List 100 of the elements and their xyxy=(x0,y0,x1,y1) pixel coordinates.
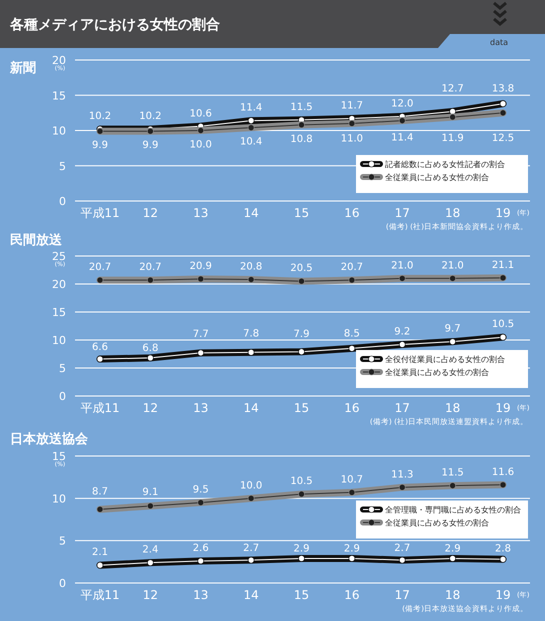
point xyxy=(348,555,356,562)
x-tick-label: 17 xyxy=(394,206,410,220)
data-label: 10.0 xyxy=(190,140,212,150)
point xyxy=(500,110,506,116)
data-label: 11.7 xyxy=(340,100,364,112)
data-label: 21.1 xyxy=(492,260,514,271)
data-label: 11.4 xyxy=(240,102,262,114)
point xyxy=(147,559,154,566)
point xyxy=(449,114,456,120)
point xyxy=(197,350,204,356)
data-label: 2.7 xyxy=(394,543,410,554)
point xyxy=(298,122,305,128)
data-label: 10.8 xyxy=(290,134,313,145)
data-label: 2.1 xyxy=(92,547,108,558)
point xyxy=(449,482,456,489)
legend-label: 全従業員に占める女性の割合 xyxy=(385,368,489,377)
point xyxy=(449,338,456,345)
data-label: 9.1 xyxy=(142,486,158,498)
point xyxy=(96,128,104,135)
point xyxy=(298,490,305,498)
point xyxy=(348,276,356,284)
x-tick-label: 15 xyxy=(294,588,310,602)
data-label: 21.0 xyxy=(391,260,414,272)
point xyxy=(398,341,406,348)
data-label: 6.8 xyxy=(142,342,158,354)
data-label: 20.9 xyxy=(190,260,212,272)
y-tick-label: 5 xyxy=(59,362,66,375)
x-tick-label: 16 xyxy=(344,401,360,415)
point xyxy=(147,354,154,362)
x-tick-label: 19 xyxy=(495,401,511,415)
data-label: 2.8 xyxy=(495,543,511,554)
data-label: 12.0 xyxy=(391,98,414,110)
legend-label: 全管理職・専門職に占める女性の割合 xyxy=(385,506,521,514)
data-label: 9.9 xyxy=(92,140,108,152)
point xyxy=(298,555,305,562)
point xyxy=(96,276,104,284)
data-label: 13.8 xyxy=(492,84,514,95)
data-label: 9.2 xyxy=(394,326,410,338)
data-label: 11.0 xyxy=(340,133,364,144)
point xyxy=(248,117,254,124)
data-label: 7.9 xyxy=(294,328,310,340)
data-label: 8.5 xyxy=(344,328,360,340)
point xyxy=(398,275,406,282)
point xyxy=(248,556,254,564)
x-tick-label: 16 xyxy=(344,206,360,220)
y-tick-label: 15 xyxy=(52,306,66,319)
data-label: 12.5 xyxy=(492,132,514,144)
x-tick-label: 12 xyxy=(142,206,158,220)
y-tick-label: 10 xyxy=(52,124,66,138)
point xyxy=(197,499,204,506)
data-label: 2.9 xyxy=(294,543,310,554)
data-label: 12.7 xyxy=(441,83,464,94)
x-tick-label: 15 xyxy=(294,206,310,220)
data-label: 6.6 xyxy=(92,342,108,354)
y-tick-label: 20 xyxy=(52,278,66,291)
y-tick-label: 20 xyxy=(52,54,66,67)
data-label: 10.2 xyxy=(139,111,162,122)
x-tick-label: 平成11 xyxy=(80,206,120,220)
point xyxy=(96,356,104,362)
point xyxy=(449,275,456,282)
data-label: 10.7 xyxy=(340,474,364,486)
x-tick-label: 17 xyxy=(394,588,410,602)
point xyxy=(248,349,254,356)
data-label: 10.2 xyxy=(88,111,112,122)
point xyxy=(248,276,254,283)
data-label: 20.5 xyxy=(290,263,313,274)
data-label: 8.7 xyxy=(92,486,108,498)
point xyxy=(500,481,506,488)
y-tick-label: 15 xyxy=(52,89,66,102)
data-label: 2.4 xyxy=(142,544,158,556)
data-label: 10.0 xyxy=(240,480,262,492)
point xyxy=(96,562,104,569)
text: data xyxy=(490,38,508,47)
point xyxy=(197,558,204,564)
x-tick-label: 13 xyxy=(193,206,208,220)
x-tick-label: 17 xyxy=(394,401,410,415)
point xyxy=(96,506,104,513)
y-tick-label: 25 xyxy=(52,250,66,263)
chart-subtitle: 新聞 xyxy=(9,60,36,76)
point xyxy=(147,128,154,135)
point xyxy=(398,556,406,564)
data-label: 10.6 xyxy=(190,108,212,120)
data-label: 20.8 xyxy=(240,262,262,273)
data-label: 21.0 xyxy=(441,260,464,272)
point xyxy=(348,489,356,496)
x-tick-label: 19 xyxy=(495,588,511,602)
y-tick-label: 5 xyxy=(59,534,66,548)
x-tick-label: 18 xyxy=(444,588,460,602)
data-label: 11.3 xyxy=(391,469,414,480)
data-label: 9.9 xyxy=(142,140,158,152)
point xyxy=(248,495,254,502)
chart-title: 日本放送協会 xyxy=(10,432,89,447)
point xyxy=(298,278,305,284)
data-label: 9.5 xyxy=(192,484,209,496)
x-tick-label: 平成11 xyxy=(80,588,120,602)
data-label: 9.7 xyxy=(444,324,461,335)
legend-label: 全役付従業員に占める女性の割合 xyxy=(385,355,505,364)
point xyxy=(248,124,254,131)
x-tick-label: 19 xyxy=(495,206,511,220)
chart-title: 各種メディアにおける女性の割合 xyxy=(9,16,220,33)
